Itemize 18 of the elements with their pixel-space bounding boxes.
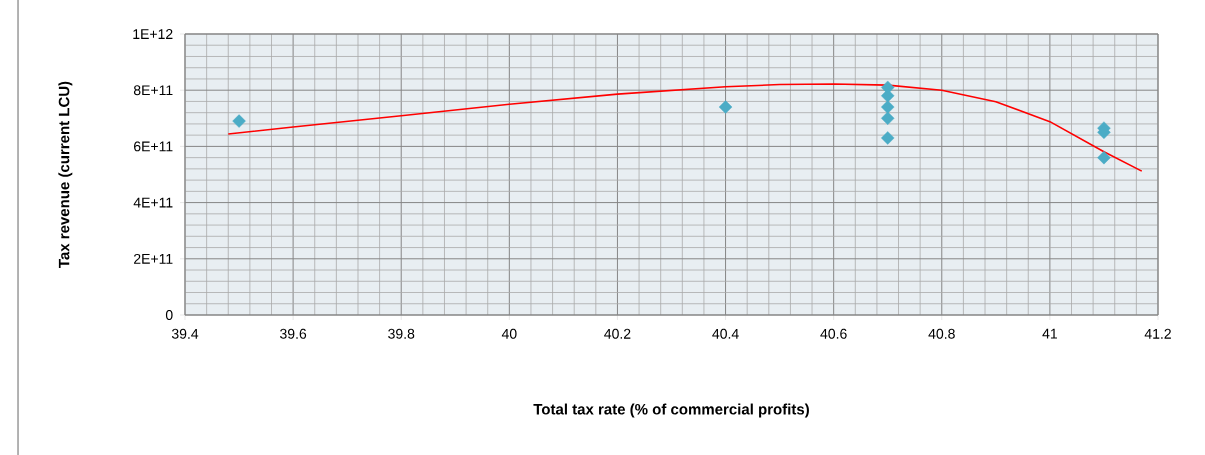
x-tick-label: 40.8 (928, 328, 955, 339)
y-tick-label: 1E+12 (133, 29, 173, 39)
x-tick-label: 40 (501, 328, 517, 339)
y-tick-label: 4E+11 (133, 197, 173, 208)
y-axis-title: Tax revenue (current LCU) (58, 81, 73, 268)
x-tick-label: 41 (1042, 328, 1057, 339)
y-tick-label: 0 (165, 310, 173, 320)
y-tick-label: 6E+11 (134, 141, 173, 152)
x-tick-label: 39.6 (280, 328, 307, 339)
x-tick-label: 39.8 (388, 328, 415, 339)
y-tick-label: 8E+11 (133, 85, 173, 96)
x-tick-label: 39.4 (171, 328, 199, 339)
x-tick-label: 41.2 (1144, 328, 1171, 339)
x-tick-label: 40.4 (712, 328, 739, 339)
x-tick-label: 40.2 (604, 328, 631, 339)
x-tick-label: 40.6 (820, 328, 847, 339)
x-axis-title: Total tax rate (% of commercial profits) (533, 403, 809, 418)
y-tick-label: 2E+11 (134, 253, 173, 264)
